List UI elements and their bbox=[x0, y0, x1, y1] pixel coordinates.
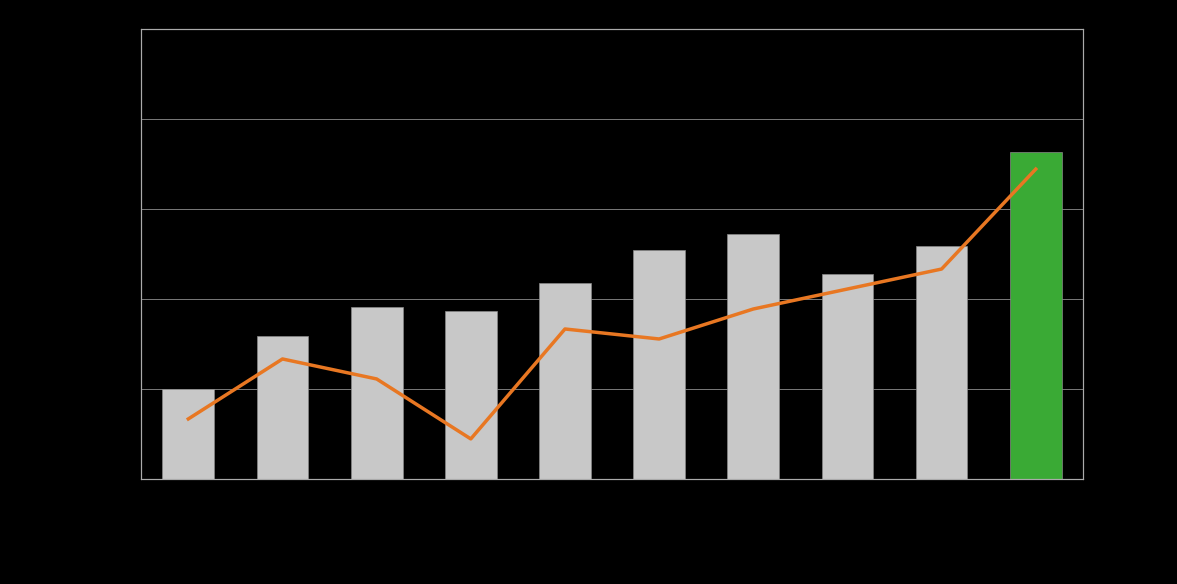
Bar bbox=[539, 283, 591, 479]
Bar bbox=[1010, 152, 1062, 479]
Bar bbox=[162, 389, 214, 479]
Bar bbox=[916, 246, 967, 479]
Bar bbox=[445, 311, 497, 479]
Bar bbox=[727, 234, 779, 479]
Bar bbox=[351, 307, 403, 479]
Bar bbox=[257, 336, 308, 479]
Bar bbox=[633, 250, 685, 479]
Bar bbox=[822, 274, 873, 479]
